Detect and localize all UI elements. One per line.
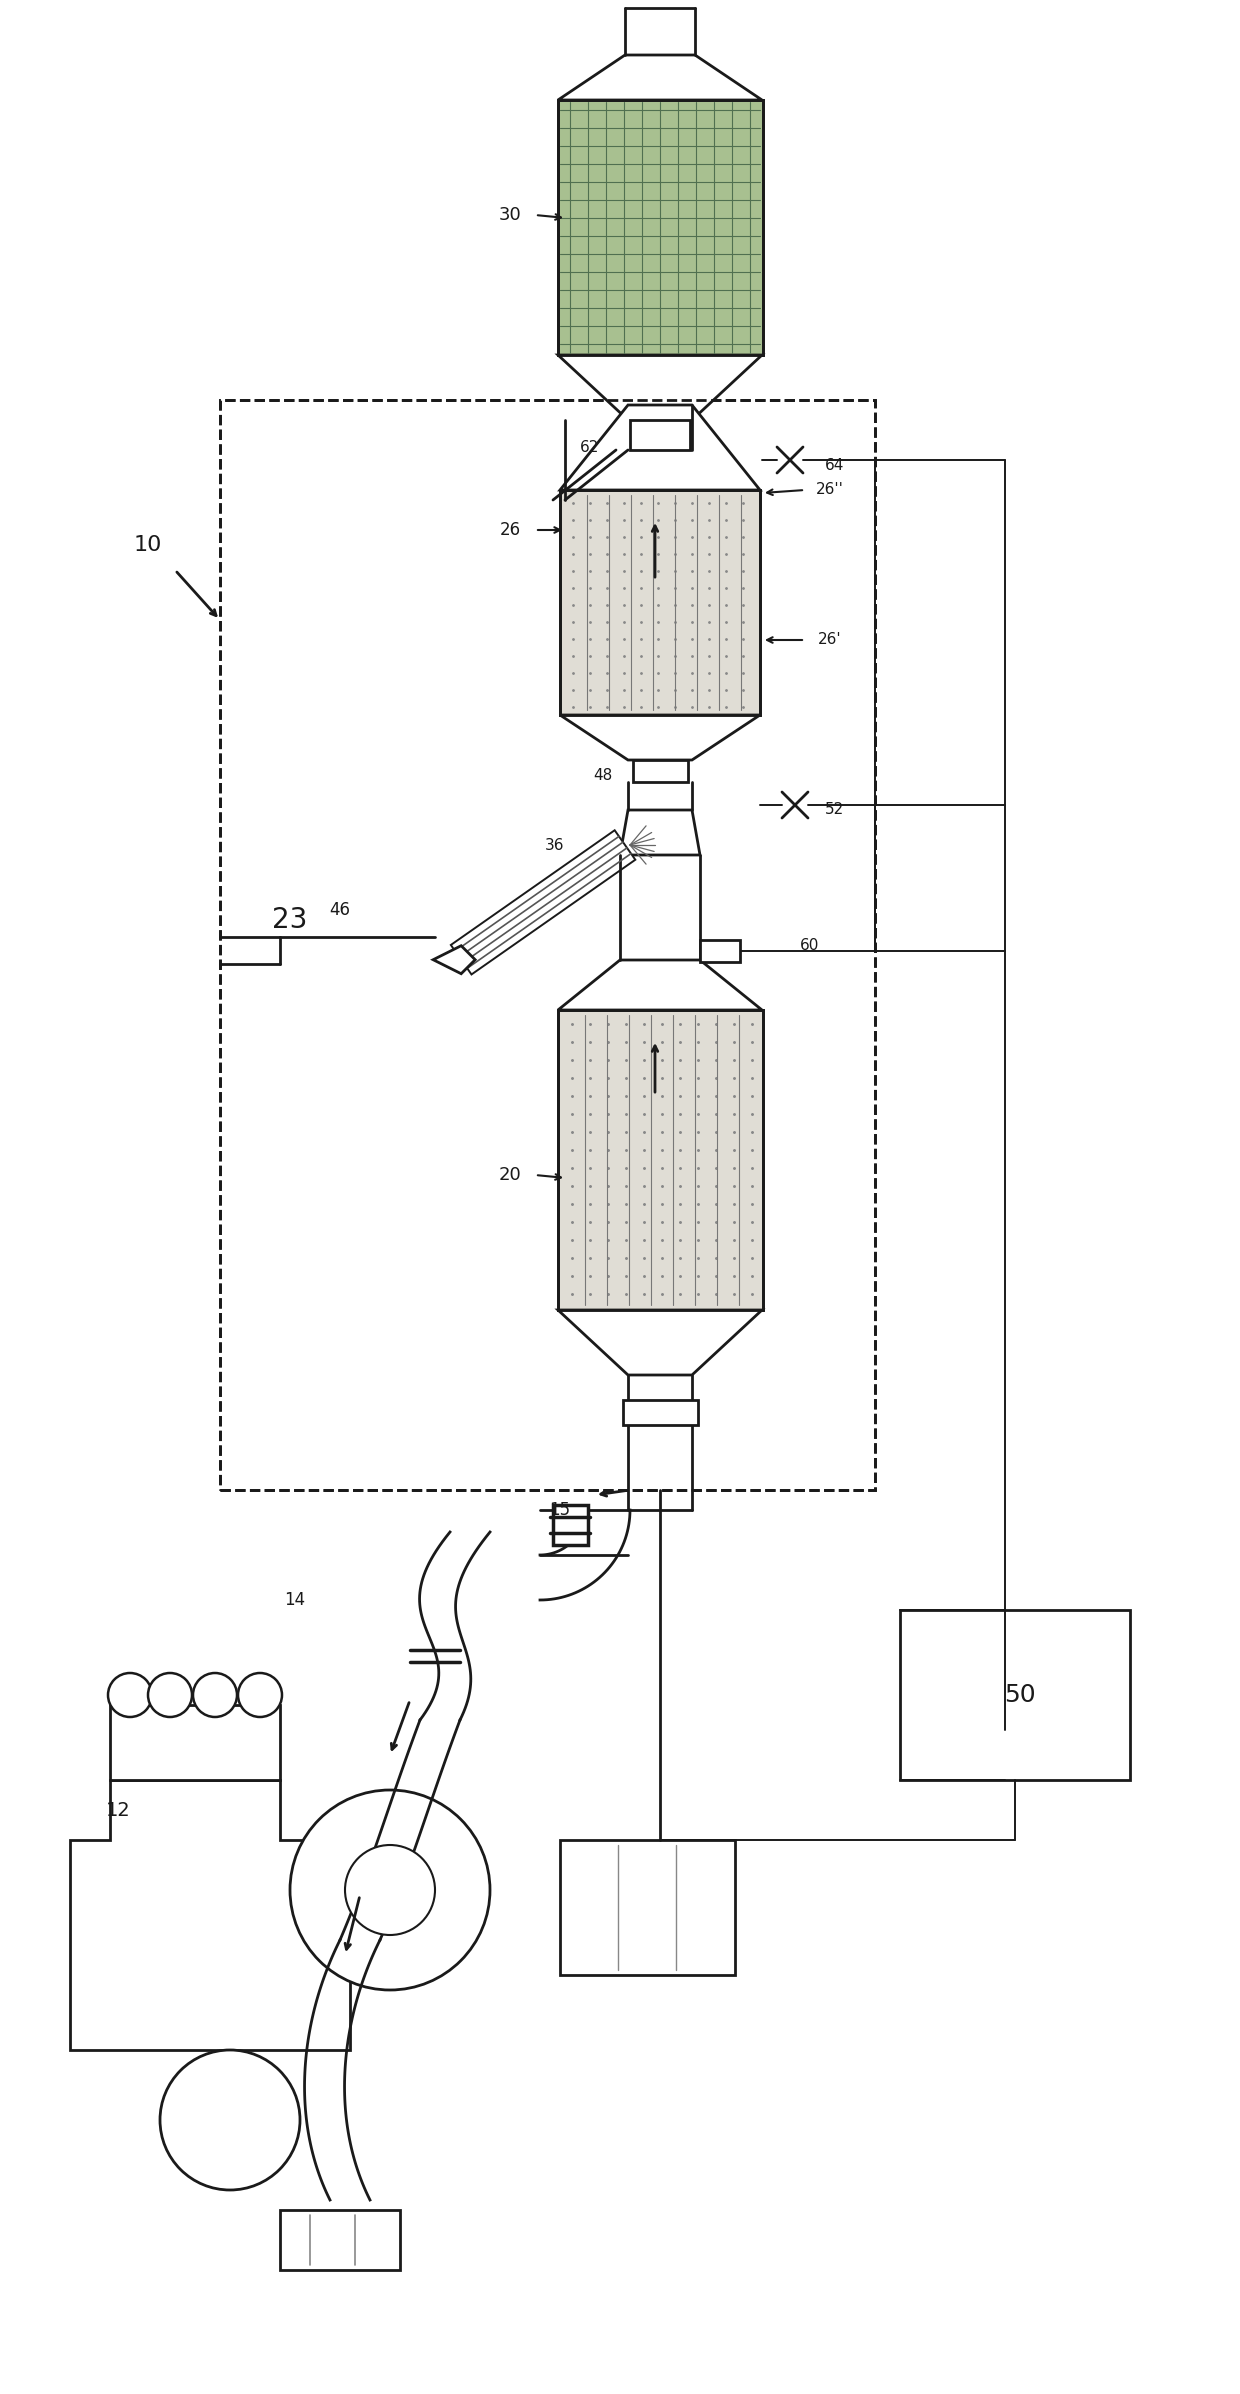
Polygon shape — [451, 831, 635, 974]
Bar — [632, 759, 688, 783]
Polygon shape — [558, 55, 763, 101]
Bar — [701, 941, 740, 962]
Circle shape — [193, 1673, 237, 1716]
Text: 26: 26 — [500, 522, 521, 539]
Circle shape — [148, 1673, 192, 1716]
Bar — [280, 2210, 401, 2270]
Bar — [558, 1010, 763, 1310]
Circle shape — [108, 1673, 153, 1716]
Bar — [560, 491, 760, 716]
Text: 14: 14 — [284, 1592, 305, 1609]
Bar — [560, 1841, 735, 1975]
Text: 26': 26' — [818, 632, 842, 646]
Polygon shape — [69, 1781, 350, 2049]
Bar — [553, 1506, 588, 1544]
Polygon shape — [558, 1310, 763, 1374]
Bar — [560, 491, 760, 716]
Text: 26'': 26'' — [816, 484, 844, 498]
Bar — [558, 101, 763, 354]
Bar — [630, 419, 689, 450]
Text: 15: 15 — [549, 1501, 570, 1520]
Polygon shape — [558, 354, 763, 419]
Polygon shape — [433, 946, 475, 974]
Text: 12: 12 — [105, 1800, 130, 1819]
Bar — [558, 1010, 763, 1310]
Bar — [558, 101, 763, 354]
Circle shape — [345, 1846, 435, 1934]
Polygon shape — [620, 809, 701, 855]
Bar — [219, 400, 875, 1489]
Circle shape — [290, 1791, 490, 1989]
Text: 64: 64 — [826, 457, 844, 472]
Circle shape — [238, 1673, 281, 1716]
Bar — [110, 1705, 280, 1781]
Polygon shape — [558, 960, 763, 1010]
Polygon shape — [560, 716, 760, 759]
Text: 36: 36 — [546, 838, 564, 852]
Bar — [900, 1611, 1130, 1781]
Circle shape — [160, 2049, 300, 2191]
Text: 62: 62 — [580, 440, 600, 455]
Polygon shape — [560, 405, 760, 491]
Text: 48: 48 — [594, 768, 613, 783]
Text: 20: 20 — [498, 1166, 521, 1185]
Text: 60: 60 — [800, 938, 820, 953]
Text: 30: 30 — [498, 206, 521, 225]
Text: 10: 10 — [134, 534, 162, 555]
Text: 50: 50 — [1004, 1683, 1035, 1707]
Bar — [622, 1400, 698, 1424]
Text: 46: 46 — [330, 900, 351, 919]
Bar — [219, 400, 875, 1489]
Text: 23: 23 — [273, 905, 308, 934]
Text: 52: 52 — [826, 802, 844, 816]
